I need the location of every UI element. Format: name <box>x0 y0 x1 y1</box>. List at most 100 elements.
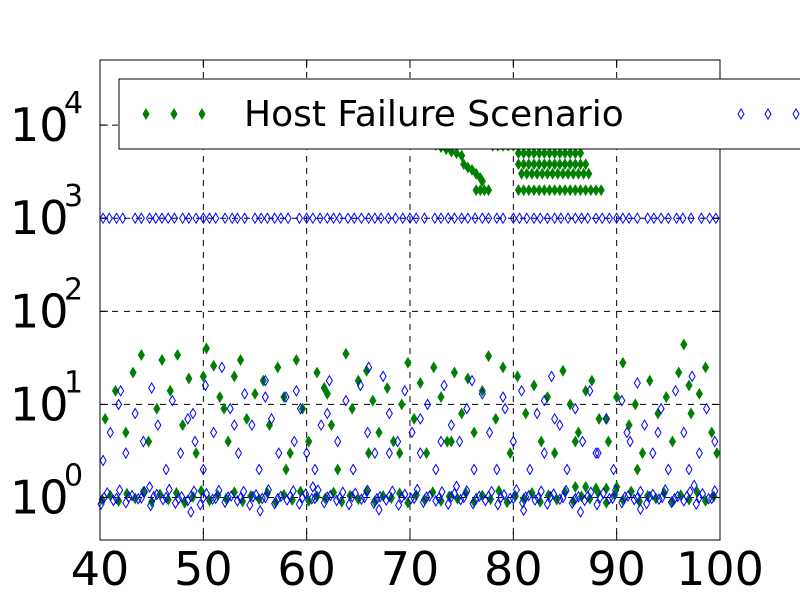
data-point-series-1 <box>468 374 476 387</box>
data-point-series-0 <box>292 354 300 366</box>
data-point-series-1 <box>657 212 665 225</box>
data-point-series-1 <box>644 212 652 225</box>
data-point-series-1 <box>509 492 517 505</box>
data-point-series-0 <box>633 463 641 476</box>
data-point-series-1 <box>274 492 282 505</box>
data-point-series-0 <box>329 486 338 499</box>
data-point-series-1 <box>420 212 429 225</box>
x-tick-label: 50 <box>174 542 233 596</box>
data-point-series-1 <box>261 491 269 504</box>
data-point-series-1 <box>618 394 626 407</box>
data-point-series-1 <box>447 419 455 432</box>
data-point-series-0 <box>416 377 424 389</box>
data-point-series-1 <box>401 488 409 501</box>
legend-marker-series-0 <box>170 108 178 120</box>
data-point-series-0 <box>173 348 182 361</box>
data-point-series-1 <box>209 493 217 506</box>
data-point-series-0 <box>115 494 123 507</box>
data-point-series-1 <box>543 498 552 511</box>
data-point-series-1 <box>348 490 356 503</box>
data-point-series-1 <box>664 212 672 225</box>
data-point-series-1 <box>205 212 214 225</box>
data-point-series-1 <box>116 484 124 497</box>
data-point-series-1 <box>625 212 633 225</box>
data-point-series-1 <box>97 498 105 511</box>
data-point-series-1 <box>484 490 493 503</box>
data-point-series-0 <box>478 384 486 397</box>
data-point-series-1 <box>284 212 292 225</box>
data-point-series-1 <box>174 492 183 505</box>
data-point-series-0 <box>513 370 522 383</box>
data-point-series-0 <box>342 347 350 360</box>
data-point-series-1 <box>543 212 552 225</box>
data-point-series-1 <box>357 212 366 225</box>
data-point-series-0 <box>520 184 528 197</box>
data-point-series-1 <box>472 492 480 505</box>
data-point-series-1 <box>398 491 406 504</box>
data-point-series-1 <box>547 370 556 383</box>
data-point-series-0 <box>422 447 431 460</box>
data-point-series-1 <box>246 499 254 512</box>
data-point-series-0 <box>545 158 554 171</box>
data-point-series-1 <box>317 419 325 432</box>
data-point-series-1 <box>556 493 564 506</box>
data-point-series-1 <box>290 435 298 448</box>
legend-marker-series-1 <box>737 108 745 120</box>
data-point-series-1 <box>444 498 452 511</box>
data-point-series-0 <box>450 366 459 379</box>
data-point-series-0 <box>571 184 579 197</box>
data-point-series-0 <box>288 494 296 507</box>
data-point-series-0 <box>158 354 166 366</box>
data-point-series-1 <box>99 212 107 225</box>
data-point-series-1 <box>298 491 307 504</box>
data-point-series-1 <box>497 491 505 504</box>
data-point-series-1 <box>685 463 693 476</box>
data-point-series-0 <box>298 402 307 415</box>
data-point-series-1 <box>410 492 418 505</box>
data-point-series-1 <box>184 412 192 425</box>
data-point-series-1 <box>649 447 657 460</box>
data-point-series-0 <box>543 167 552 180</box>
y-tick-label: 10 <box>10 98 69 152</box>
data-point-series-1 <box>164 212 172 225</box>
data-point-series-1 <box>499 212 507 225</box>
data-point-series-1 <box>309 480 317 493</box>
data-point-series-1 <box>377 212 385 225</box>
data-point-series-1 <box>437 435 445 448</box>
data-point-series-0 <box>111 384 120 397</box>
data-point-series-1 <box>536 212 544 225</box>
data-point-series-0 <box>533 167 541 180</box>
data-point-series-0 <box>708 426 716 439</box>
data-point-series-1 <box>230 419 238 432</box>
data-point-series-1 <box>522 491 530 504</box>
data-point-series-1 <box>152 212 160 225</box>
data-point-series-1 <box>687 212 695 225</box>
data-point-series-1 <box>106 426 114 439</box>
data-point-series-0 <box>559 167 567 180</box>
data-point-series-1 <box>655 493 663 506</box>
data-point-series-0 <box>530 158 538 171</box>
data-point-series-1 <box>357 493 366 506</box>
data-point-series-1 <box>458 212 466 225</box>
data-point-series-1 <box>478 212 486 225</box>
data-point-series-1 <box>708 492 716 505</box>
data-point-series-0 <box>701 361 710 374</box>
data-point-series-1 <box>344 212 352 225</box>
data-point-series-1 <box>546 490 555 503</box>
data-point-series-1 <box>286 490 294 503</box>
data-point-series-0 <box>592 482 600 495</box>
data-point-series-1 <box>112 492 121 505</box>
data-point-series-1 <box>485 426 494 439</box>
data-point-series-0 <box>564 167 572 180</box>
data-point-series-1 <box>619 212 627 225</box>
data-point-series-1 <box>484 212 493 225</box>
data-point-series-1 <box>500 488 508 501</box>
data-point-series-1 <box>530 212 538 225</box>
data-point-series-1 <box>311 463 319 476</box>
data-point-series-1 <box>314 484 322 497</box>
data-point-series-1 <box>698 487 707 500</box>
data-point-series-1 <box>646 490 654 503</box>
legend-marker-series-1 <box>792 108 800 120</box>
data-point-series-0 <box>551 158 559 171</box>
data-point-series-0 <box>523 167 531 180</box>
